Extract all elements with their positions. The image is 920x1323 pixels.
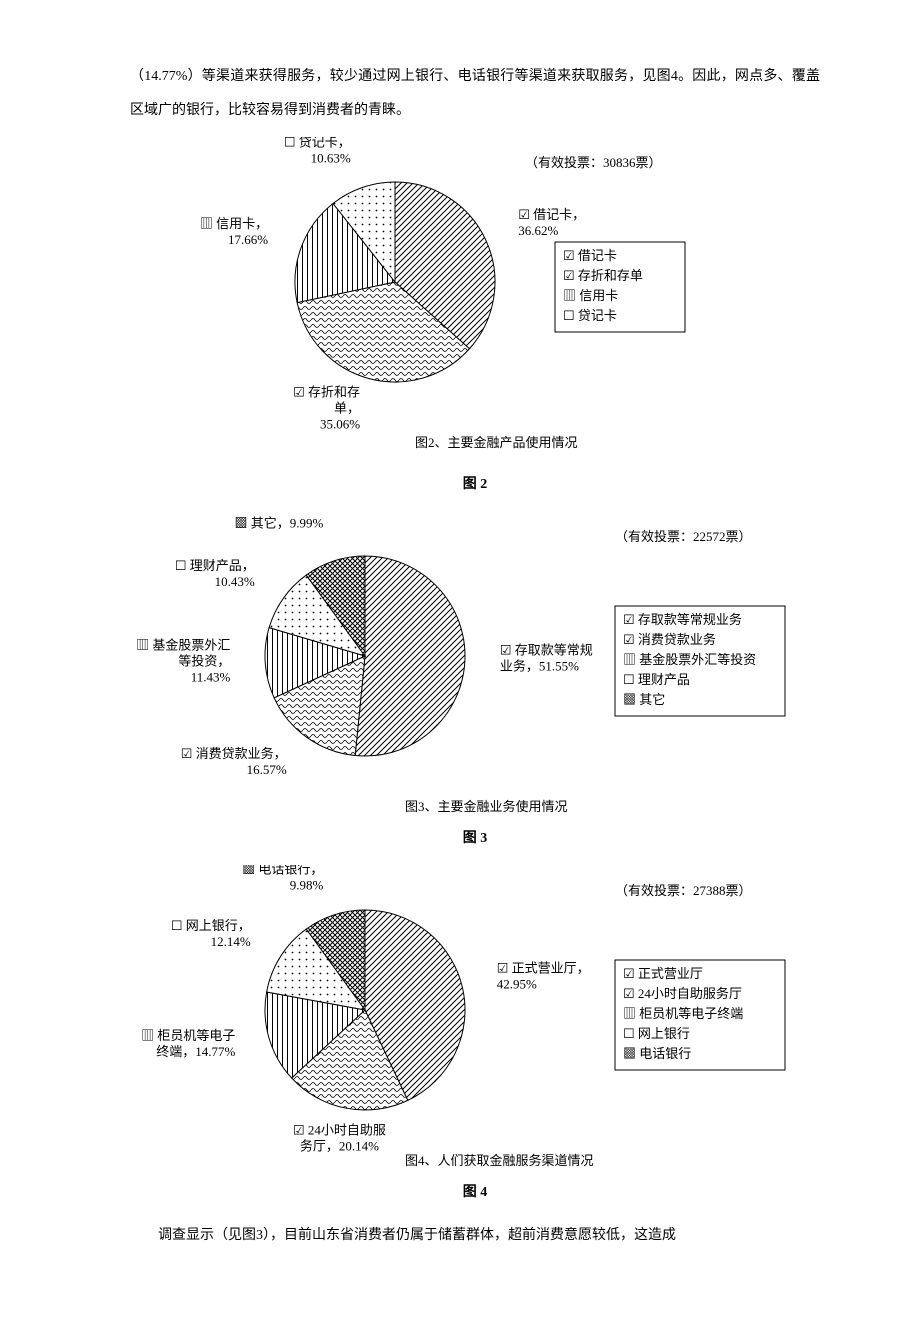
figure-2-container: ☑ 借记卡，36.62% ☑ 存折和存单，35.06% ▥ 信用卡，17.66% ☐ … xyxy=(130,137,820,493)
figure-2-label: 图 2 xyxy=(130,473,820,493)
svg-text:☐ 网上银行: ☐ 网上银行 xyxy=(623,1026,690,1041)
svg-text:▥ 信用卡，17.66%: ▥ 信用卡，17.66% xyxy=(200,216,268,247)
svg-text:（有效投票：27388票）: （有效投票：27388票） xyxy=(615,883,752,898)
figure-2-svg-slot: ☑ 借记卡，36.62% ☑ 存折和存单，35.06% ▥ 信用卡，17.66% ☐ … xyxy=(130,137,820,467)
figure-3-container: ☑ 存取款等常规业务，51.55% ☑ 消费贷款业务，16.57% ▥ 基金股票外汇… xyxy=(130,511,820,847)
svg-text:图2、主要金融产品使用情况: 图2、主要金融产品使用情况 xyxy=(415,435,578,450)
intro-paragraph: （14.77%）等渠道来获得服务，较少通过网上银行、电话银行等渠道来获取服务，见… xyxy=(130,60,820,127)
svg-text:☑ 24小时自助服务厅，20.14%: ☑ 24小时自助服务厅，20.14% xyxy=(293,1123,386,1154)
outro-paragraph: 调查显示（见图3），目前山东省消费者仍属于储蓄群体，超前消费意愿较低，这造成 xyxy=(130,1219,820,1253)
svg-text:☑ 24小时自助服务厅: ☑ 24小时自助服务厅 xyxy=(623,986,742,1001)
svg-text:☑ 消费贷款业务: ☑ 消费贷款业务 xyxy=(623,632,716,647)
svg-text:☑ 存取款等常规业务: ☑ 存取款等常规业务 xyxy=(623,612,742,627)
svg-text:▥ 柜员机等电子终端，14.77%: ▥ 柜员机等电子终端，14.77% xyxy=(141,1028,235,1059)
figure-4-container: ☑ 正式营业厅，42.95% ☑ 24小时自助服务厅，20.14% ▥ 柜员机等电子… xyxy=(130,865,820,1201)
figure-3-svg-slot: ☑ 存取款等常规业务，51.55% ☑ 消费贷款业务，16.57% ▥ 基金股票外汇… xyxy=(130,511,820,821)
svg-text:▩ 电话银行，9.98%: ▩ 电话银行，9.98% xyxy=(242,865,323,893)
svg-text:☑ 存取款等常规业务，51.55%: ☑ 存取款等常规业务，51.55% xyxy=(500,643,593,674)
svg-text:☐ 网上银行，12.14%: ☐ 网上银行，12.14% xyxy=(171,918,251,949)
svg-text:☐ 贷记卡，10.63%: ☐ 贷记卡，10.63% xyxy=(284,137,351,165)
svg-text:（有效投票：22572票）: （有效投票：22572票） xyxy=(615,529,752,544)
svg-text:☑ 存折和存单，35.06%: ☑ 存折和存单，35.06% xyxy=(293,385,360,432)
figure-3-label: 图 3 xyxy=(130,827,820,847)
svg-text:☑ 正式营业厅: ☑ 正式营业厅 xyxy=(623,966,703,981)
svg-text:图3、主要金融业务使用情况: 图3、主要金融业务使用情况 xyxy=(405,799,568,814)
svg-text:☐ 贷记卡: ☐ 贷记卡 xyxy=(563,308,617,323)
svg-text:▩ 其它: ▩ 其它 xyxy=(623,692,665,707)
svg-text:☑ 正式营业厅，42.95%: ☑ 正式营业厅，42.95% xyxy=(497,961,590,992)
svg-text:☑ 借记卡: ☑ 借记卡 xyxy=(563,248,617,263)
svg-text:（有效投票：30836票）: （有效投票：30836票） xyxy=(525,155,662,170)
svg-text:☑ 存折和存单: ☑ 存折和存单 xyxy=(563,268,643,283)
svg-text:▩ 其它，9.99%: ▩ 其它，9.99% xyxy=(234,516,323,531)
svg-text:☐ 理财产品: ☐ 理财产品 xyxy=(623,672,690,687)
svg-text:▥ 信用卡: ▥ 信用卡 xyxy=(563,288,618,303)
svg-text:▩ 电话银行: ▩ 电话银行 xyxy=(623,1046,691,1061)
svg-text:☑ 借记卡，36.62%: ☑ 借记卡，36.62% xyxy=(518,207,585,238)
svg-text:▥ 柜员机等电子终端: ▥ 柜员机等电子终端 xyxy=(623,1006,743,1021)
figure-4-svg-slot: ☑ 正式营业厅，42.95% ☑ 24小时自助服务厅，20.14% ▥ 柜员机等电子… xyxy=(130,865,820,1175)
svg-text:▥ 基金股票外汇等投资，11.43%: ▥ 基金股票外汇等投资，11.43% xyxy=(136,638,230,685)
svg-text:图4、人们获取金融服务渠道情况: 图4、人们获取金融服务渠道情况 xyxy=(405,1153,594,1168)
svg-text:☑ 消费贷款业务，16.57%: ☑ 消费贷款业务，16.57% xyxy=(181,746,287,777)
figure-4-label: 图 4 xyxy=(130,1181,820,1201)
svg-text:▥ 基金股票外汇等投资: ▥ 基金股票外汇等投资 xyxy=(623,652,756,667)
svg-text:☐ 理财产品，10.43%: ☐ 理财产品，10.43% xyxy=(175,558,255,589)
